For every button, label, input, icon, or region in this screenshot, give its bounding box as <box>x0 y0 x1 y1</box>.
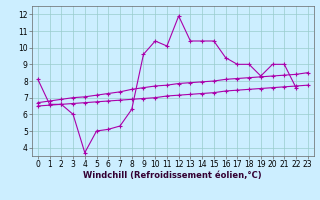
X-axis label: Windchill (Refroidissement éolien,°C): Windchill (Refroidissement éolien,°C) <box>84 171 262 180</box>
